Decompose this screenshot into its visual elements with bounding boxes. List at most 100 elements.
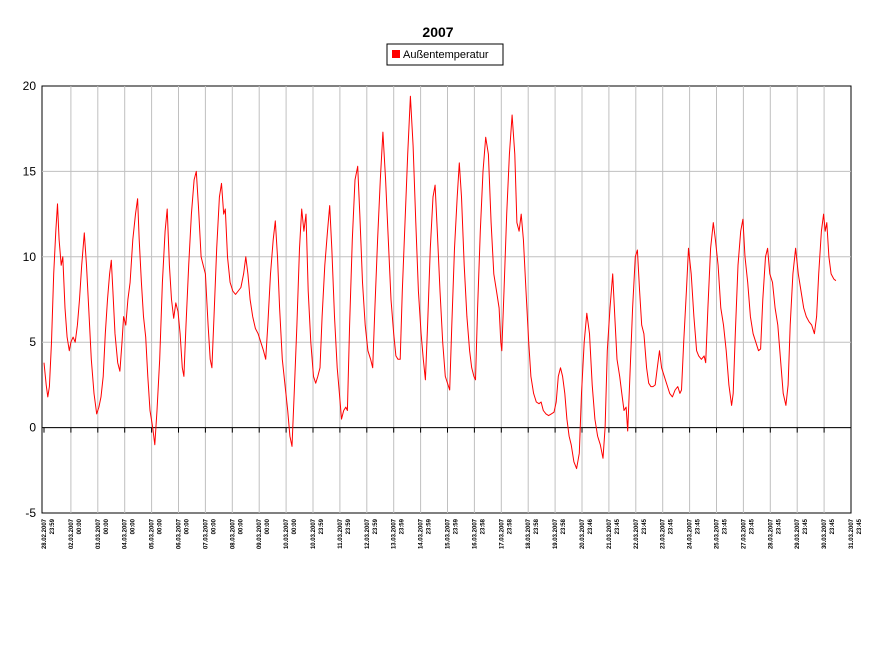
- x-tick-label: 10.03.2007 00:00: [284, 518, 298, 549]
- x-tick-date: 10.03.2007: [284, 518, 290, 549]
- x-tick-label: 23.03.2007 23:45: [661, 518, 675, 549]
- x-tick-label: 10.03.2007 23:59: [311, 518, 325, 549]
- x-tick-time: 23:45: [776, 518, 782, 534]
- x-tick-date: 28.03.2007: [768, 518, 774, 549]
- x-tick-label: 30.03.2007 23:45: [822, 518, 836, 549]
- x-tick-date: 09.03.2007: [257, 518, 263, 549]
- x-tick-time: 23:45: [615, 518, 621, 534]
- x-tick-label: 05.03.2007 00:00: [150, 518, 164, 549]
- x-tick-date: 20.03.2007: [580, 518, 586, 549]
- x-tick-date: 23.03.2007: [661, 518, 667, 549]
- x-tick-date: 25.03.2007: [715, 518, 721, 549]
- y-tick-label: -5: [25, 506, 36, 520]
- x-tick-label: 25.03.2007 23:45: [715, 518, 729, 549]
- x-tick-time: 00:00: [77, 518, 83, 534]
- x-tick-time: 00:00: [265, 518, 271, 534]
- x-tick-time: 00:00: [158, 518, 164, 534]
- x-tick-time: 23:45: [857, 518, 863, 534]
- x-tick-time: 00:00: [238, 518, 244, 534]
- x-tick-labels: 28.02.2007 23:59 02.03.2007 00:00 03.03.2007…: [42, 518, 863, 549]
- x-tick-date: 24.03.2007: [688, 518, 694, 549]
- x-tick-date: 31.03.2007: [849, 518, 855, 549]
- y-tick-labels: -5 0 5 10 15 20: [23, 79, 37, 520]
- x-tick-date: 14.03.2007: [419, 518, 425, 549]
- x-tick-label: 08.03.2007 00:00: [230, 518, 244, 549]
- x-tick-label: 28.02.2007 23:59: [42, 518, 56, 549]
- y-tick-label: 15: [23, 164, 37, 178]
- x-tick-label: 16.03.2007 23:58: [472, 518, 486, 549]
- x-tick-time: 23:59: [319, 518, 325, 534]
- x-tick-date: 21.03.2007: [607, 518, 613, 549]
- x-tick-label: 03.03.2007 00:00: [96, 518, 110, 549]
- y-tick-label: 10: [23, 250, 37, 264]
- x-tick-label: 21.03.2007 23:45: [607, 518, 621, 549]
- y-tick-label: 5: [29, 335, 36, 349]
- x-tick-label: 13.03.2007 23:59: [392, 518, 406, 549]
- x-tick-time: 23:59: [454, 518, 460, 534]
- x-tick-label: 27.03.2007 23:45: [741, 518, 755, 549]
- x-tick-date: 06.03.2007: [177, 518, 183, 549]
- x-tick-time: 23:59: [400, 518, 406, 534]
- chart-title: 2007: [422, 24, 453, 40]
- x-tick-time: 23:59: [346, 518, 352, 534]
- x-tick-time: 23:45: [669, 518, 675, 534]
- x-tick-date: 02.03.2007: [69, 518, 75, 549]
- x-tick-time: 23:45: [723, 518, 729, 534]
- x-tick-time: 23:58: [480, 518, 486, 534]
- x-tick-date: 13.03.2007: [392, 518, 398, 549]
- x-tick-time: 00:00: [131, 518, 137, 534]
- y-tick-label: 0: [29, 421, 36, 435]
- x-tick-label: 11.03.2007 23:59: [338, 518, 352, 548]
- x-tick-date: 04.03.2007: [123, 518, 129, 549]
- x-tick-label: 15.03.2007 23:59: [446, 518, 460, 549]
- x-gridlines: [70, 86, 825, 513]
- legend-box: [386, 43, 504, 66]
- x-tick-date: 15.03.2007: [446, 518, 452, 549]
- x-tick-date: 16.03.2007: [472, 518, 478, 549]
- x-tick-time: 23:45: [830, 518, 836, 534]
- x-tick-label: 20.03.2007 23:46: [580, 518, 594, 549]
- x-tick-date: 12.03.2007: [365, 518, 371, 549]
- x-tick-time: 23:45: [803, 518, 809, 534]
- x-tick-label: 24.03.2007 23:45: [688, 518, 702, 549]
- x-tick-label: 29.03.2007 23:45: [795, 518, 809, 549]
- x-tick-label: 14.03.2007 23:59: [419, 518, 433, 549]
- legend-label: Außentemperatur: [403, 49, 489, 61]
- x-tick-label: 31.03.2007 23:45: [849, 518, 863, 549]
- x-tick-label: 02.03.2007 00:00: [69, 518, 83, 549]
- x-tick-time: 23:45: [696, 518, 702, 534]
- x-tick-time: 23:58: [534, 518, 540, 534]
- x-tick-date: 05.03.2007: [150, 518, 156, 549]
- x-tick-label: 18.03.2007 23:58: [526, 518, 540, 549]
- x-tick-time: 00:00: [104, 518, 110, 534]
- x-tick-date: 29.03.2007: [795, 518, 801, 549]
- x-tick-date: 30.03.2007: [822, 518, 828, 549]
- x-tick-date: 27.03.2007: [741, 518, 747, 549]
- x-tick-marks: [43, 427, 852, 433]
- x-tick-label: 07.03.2007 00:00: [203, 518, 217, 549]
- x-tick-label: 09.03.2007 00:00: [257, 518, 271, 549]
- x-tick-time: 00:00: [211, 518, 217, 534]
- x-tick-time: 23:59: [373, 518, 379, 534]
- x-tick-time: 23:45: [642, 518, 648, 534]
- x-tick-date: 07.03.2007: [203, 518, 209, 549]
- x-tick-date: 19.03.2007: [553, 518, 559, 549]
- legend-swatch: [392, 50, 400, 58]
- x-tick-time: 00:00: [185, 518, 191, 534]
- x-tick-time: 23:59: [427, 518, 433, 534]
- x-tick-date: 03.03.2007: [96, 518, 102, 549]
- x-tick-date: 22.03.2007: [634, 518, 640, 549]
- legend: Außentemperatur: [386, 43, 504, 66]
- x-tick-date: 18.03.2007: [526, 518, 532, 549]
- x-tick-label: 19.03.2007 23:58: [553, 518, 567, 549]
- plot-area: [41, 85, 852, 514]
- x-tick-time: 23:46: [588, 518, 594, 534]
- x-tick-time: 23:58: [507, 518, 513, 534]
- y-tick-label: 20: [23, 79, 37, 93]
- x-tick-label: 28.03.2007 23:45: [768, 518, 782, 549]
- x-tick-date: 08.03.2007: [230, 518, 236, 549]
- x-tick-label: 22.03.2007 23:45: [634, 518, 648, 549]
- x-tick-time: 00:00: [292, 518, 298, 534]
- x-tick-time: 23:45: [749, 518, 755, 534]
